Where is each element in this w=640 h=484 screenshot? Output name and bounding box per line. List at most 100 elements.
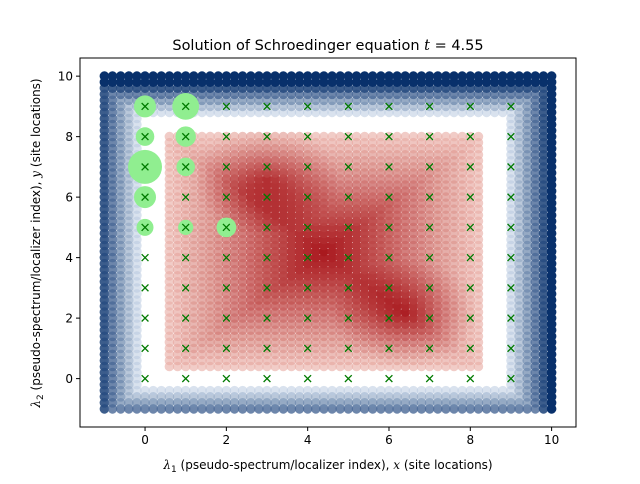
pseudo-spectrum-dot — [481, 385, 492, 396]
site-marker — [507, 132, 515, 141]
site-marker — [466, 374, 475, 383]
pseudo-spectrum-dot — [180, 71, 191, 81]
site-marker — [181, 253, 190, 262]
site-marker — [303, 374, 312, 383]
x-tick-label: 4 — [304, 433, 312, 447]
x-tick-label: 10 — [544, 433, 559, 447]
pseudo-spectrum-dot — [319, 71, 329, 81]
pseudo-spectrum-dot — [262, 385, 272, 396]
pseudo-spectrum-dot — [189, 71, 199, 81]
site-marker — [263, 253, 271, 262]
site-marker — [507, 284, 515, 292]
site-marker — [141, 253, 149, 262]
site-marker — [425, 163, 434, 171]
site-marker — [507, 344, 515, 353]
site-marker — [222, 374, 231, 383]
pseudo-spectrum-dot — [294, 71, 305, 81]
site-marker — [263, 344, 271, 353]
y-tick-label: 8 — [65, 130, 73, 144]
pseudo-spectrum-dot — [164, 131, 175, 142]
y-axis-label: λ2 (pseudo-spectrum/localizer index), y … — [29, 78, 46, 408]
site-marker — [466, 253, 475, 262]
pseudo-spectrum-dot — [400, 131, 411, 142]
pseudo-spectrum-dot — [286, 131, 297, 142]
pseudo-spectrum-dot — [416, 131, 427, 142]
site-marker — [425, 132, 434, 141]
pseudo-spectrum-dot — [473, 131, 484, 142]
pseudo-spectrum-dot — [148, 385, 158, 396]
site-marker — [507, 163, 515, 171]
pseudo-spectrum-dot — [343, 71, 354, 81]
site-marker — [385, 344, 393, 353]
y-tick-label: 6 — [65, 191, 73, 205]
site-marker — [507, 314, 515, 322]
site-marker — [181, 314, 190, 322]
site-marker — [181, 163, 190, 171]
site-marker — [303, 193, 312, 201]
site-marker — [181, 193, 190, 201]
pseudo-spectrum-dot — [99, 71, 110, 81]
site-marker — [466, 223, 475, 232]
site-marker — [507, 193, 515, 201]
site-marker — [425, 253, 434, 262]
x-tick-label: 6 — [385, 433, 393, 447]
pseudo-spectrum-dot — [522, 71, 532, 81]
pseudo-spectrum-dot — [221, 71, 232, 81]
plot-frame — [79, 57, 577, 428]
site-marker — [222, 102, 231, 111]
pseudo-spectrum-dot — [441, 71, 451, 81]
pseudo-spectrum-dot — [115, 71, 126, 81]
pseudo-spectrum-dot — [229, 131, 240, 142]
pseudo-spectrum-dot — [172, 385, 183, 396]
pseudo-spectrum-dot — [367, 131, 378, 142]
pseudo-spectrum-dot — [278, 385, 289, 396]
site-marker — [303, 344, 312, 353]
pseudo-spectrum-dot — [237, 131, 248, 142]
pseudo-spectrum-dot — [449, 131, 459, 142]
site-marker — [181, 374, 190, 383]
pseudo-spectrum-dot — [392, 385, 402, 396]
site-marker — [222, 132, 231, 141]
pseudo-spectrum-dot — [311, 385, 321, 396]
pseudo-spectrum-dot — [311, 71, 321, 81]
pseudo-spectrum-dot — [392, 71, 402, 81]
pseudo-spectrum-dot — [343, 385, 354, 396]
pseudo-spectrum-dot — [506, 71, 516, 81]
site-marker — [181, 132, 190, 141]
site-markers-layer — [141, 102, 515, 383]
site-marker — [263, 102, 271, 111]
pseudo-spectrum-dot — [205, 131, 215, 142]
site-marker — [303, 163, 312, 171]
site-marker — [141, 374, 149, 383]
pseudo-spectrum-dot — [400, 385, 411, 396]
pseudo-spectrum-dot — [514, 71, 524, 81]
pseudo-spectrum-dot — [140, 385, 150, 396]
pseudo-spectrum-dot — [229, 71, 240, 81]
site-marker — [222, 314, 231, 322]
site-marker — [222, 253, 231, 262]
pseudo-spectrum-dot — [254, 131, 264, 142]
site-marker — [141, 284, 149, 292]
site-marker — [181, 284, 190, 292]
site-marker — [344, 223, 353, 232]
pseudo-spectrum-dot — [359, 385, 370, 396]
y-tick-label: 10 — [58, 70, 73, 84]
site-marker — [222, 284, 231, 292]
site-marker — [222, 163, 231, 171]
y-tick-label: 2 — [65, 312, 73, 326]
pseudo-spectrum-dot — [416, 385, 427, 396]
site-marker — [425, 193, 434, 201]
site-marker — [141, 193, 149, 201]
pseudo-spectrum-dot — [197, 385, 207, 396]
site-marker — [344, 193, 353, 201]
pseudo-spectrum-dot — [278, 131, 289, 142]
pseudo-spectrum-dot — [246, 385, 256, 396]
site-marker — [425, 284, 434, 292]
site-marker — [344, 102, 353, 111]
x-tick-label: 0 — [141, 433, 149, 447]
pseudo-spectrum-dot — [294, 131, 305, 142]
site-marker — [303, 253, 312, 262]
pseudo-spectrum-dot — [465, 71, 476, 81]
pseudo-spectrum-dot — [465, 385, 476, 396]
